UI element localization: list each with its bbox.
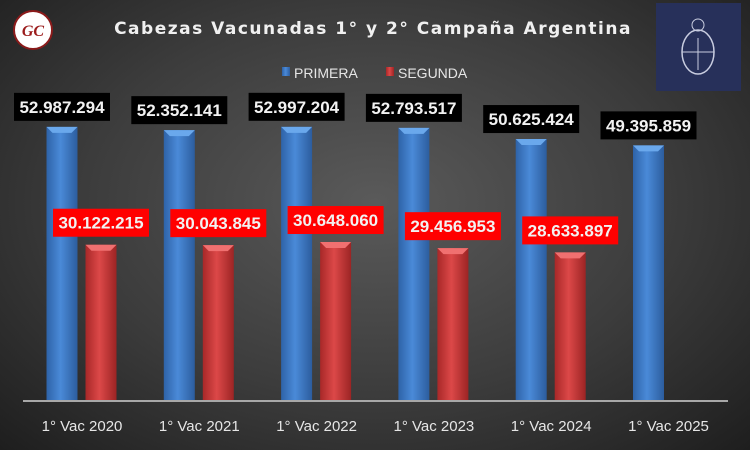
legend-swatch-segunda: [386, 67, 394, 76]
bar-cap: [320, 242, 352, 249]
legend: PRIMERA SEGUNDA: [282, 65, 468, 81]
data-label-segunda: 29.456.953: [410, 217, 495, 236]
x-tick-label: 1° Vac 2023: [394, 418, 475, 435]
bar-cap: [46, 126, 78, 133]
data-label-segunda: 30.648.060: [293, 211, 378, 230]
data-label-bg: [404, 212, 501, 241]
data-label-bg: [365, 93, 462, 122]
data-label-bg: [600, 111, 697, 140]
bar-cap: [437, 248, 469, 255]
data-label-bg: [131, 96, 228, 125]
data-label-segunda: 28.633.897: [528, 221, 613, 240]
data-label-primera: 49.395.859: [606, 116, 691, 135]
legend-label-segunda: SEGUNDA: [398, 65, 468, 81]
data-label-bg: [248, 92, 345, 121]
bar-cap: [85, 244, 117, 251]
data-label-bg: [53, 208, 149, 237]
bar-primera: [515, 139, 547, 401]
data-label-primera: 52.987.294: [19, 98, 105, 117]
bar-primera: [163, 130, 195, 400]
bar-segunda: [554, 252, 586, 400]
svg-text:GC: GC: [22, 23, 45, 40]
legend-label-primera: PRIMERA: [294, 65, 358, 81]
x-tick-label: 1° Vac 2024: [511, 418, 592, 435]
bar-primera: [46, 126, 78, 400]
x-tick-label: 1° Vac 2021: [159, 418, 240, 435]
argentina-coat-of-arms-logo: [656, 3, 741, 91]
bar-cap: [281, 126, 313, 133]
data-label-segunda: 30.043.845: [176, 214, 261, 233]
bar-segunda: [85, 244, 117, 400]
bar-segunda: [202, 245, 234, 400]
bar-cap: [202, 245, 234, 252]
chart-title: Cabezas Vacunadas 1° y 2° Campaña Argent…: [114, 19, 632, 39]
data-label-bg: [483, 105, 580, 134]
data-label-primera: 52.352.141: [137, 101, 222, 120]
data-label-bg: [14, 92, 110, 121]
data-label-primera: 52.997.204: [254, 98, 340, 117]
data-label-primera: 50.625.424: [489, 110, 575, 129]
bar-cap: [398, 127, 430, 134]
x-tick-label: 1° Vac 2025: [628, 418, 709, 435]
data-label-bg: [287, 206, 384, 235]
bar-segunda: [320, 242, 352, 400]
bar-cap: [554, 252, 586, 259]
data-label-bg: [170, 209, 267, 238]
data-label-primera: 52.793.517: [371, 99, 456, 118]
data-label-segunda: 30.122.215: [58, 214, 143, 233]
bar-primera: [281, 126, 313, 400]
bar-segunda: [437, 248, 469, 400]
x-tick-label: 1° Vac 2022: [276, 418, 357, 435]
bar-primera: [398, 127, 430, 400]
bar-primera: [633, 145, 664, 400]
bar-cap: [633, 145, 664, 152]
bar-cap: [163, 130, 195, 137]
legend-swatch-primera: [282, 67, 290, 76]
data-label-bg: [522, 216, 619, 245]
x-tick-label: 1° Vac 2020: [42, 418, 123, 435]
bar-cap: [515, 139, 547, 146]
gc-logo: GC: [13, 10, 53, 50]
